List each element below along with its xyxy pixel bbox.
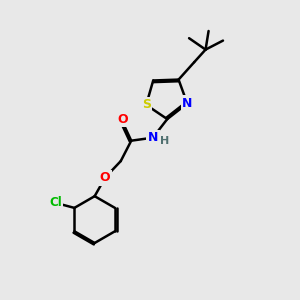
Text: S: S — [142, 98, 151, 111]
Text: N: N — [182, 97, 193, 110]
Text: O: O — [118, 112, 128, 126]
Text: O: O — [100, 171, 110, 184]
Text: N: N — [148, 131, 158, 144]
Text: H: H — [160, 136, 170, 146]
Text: Cl: Cl — [49, 196, 62, 209]
